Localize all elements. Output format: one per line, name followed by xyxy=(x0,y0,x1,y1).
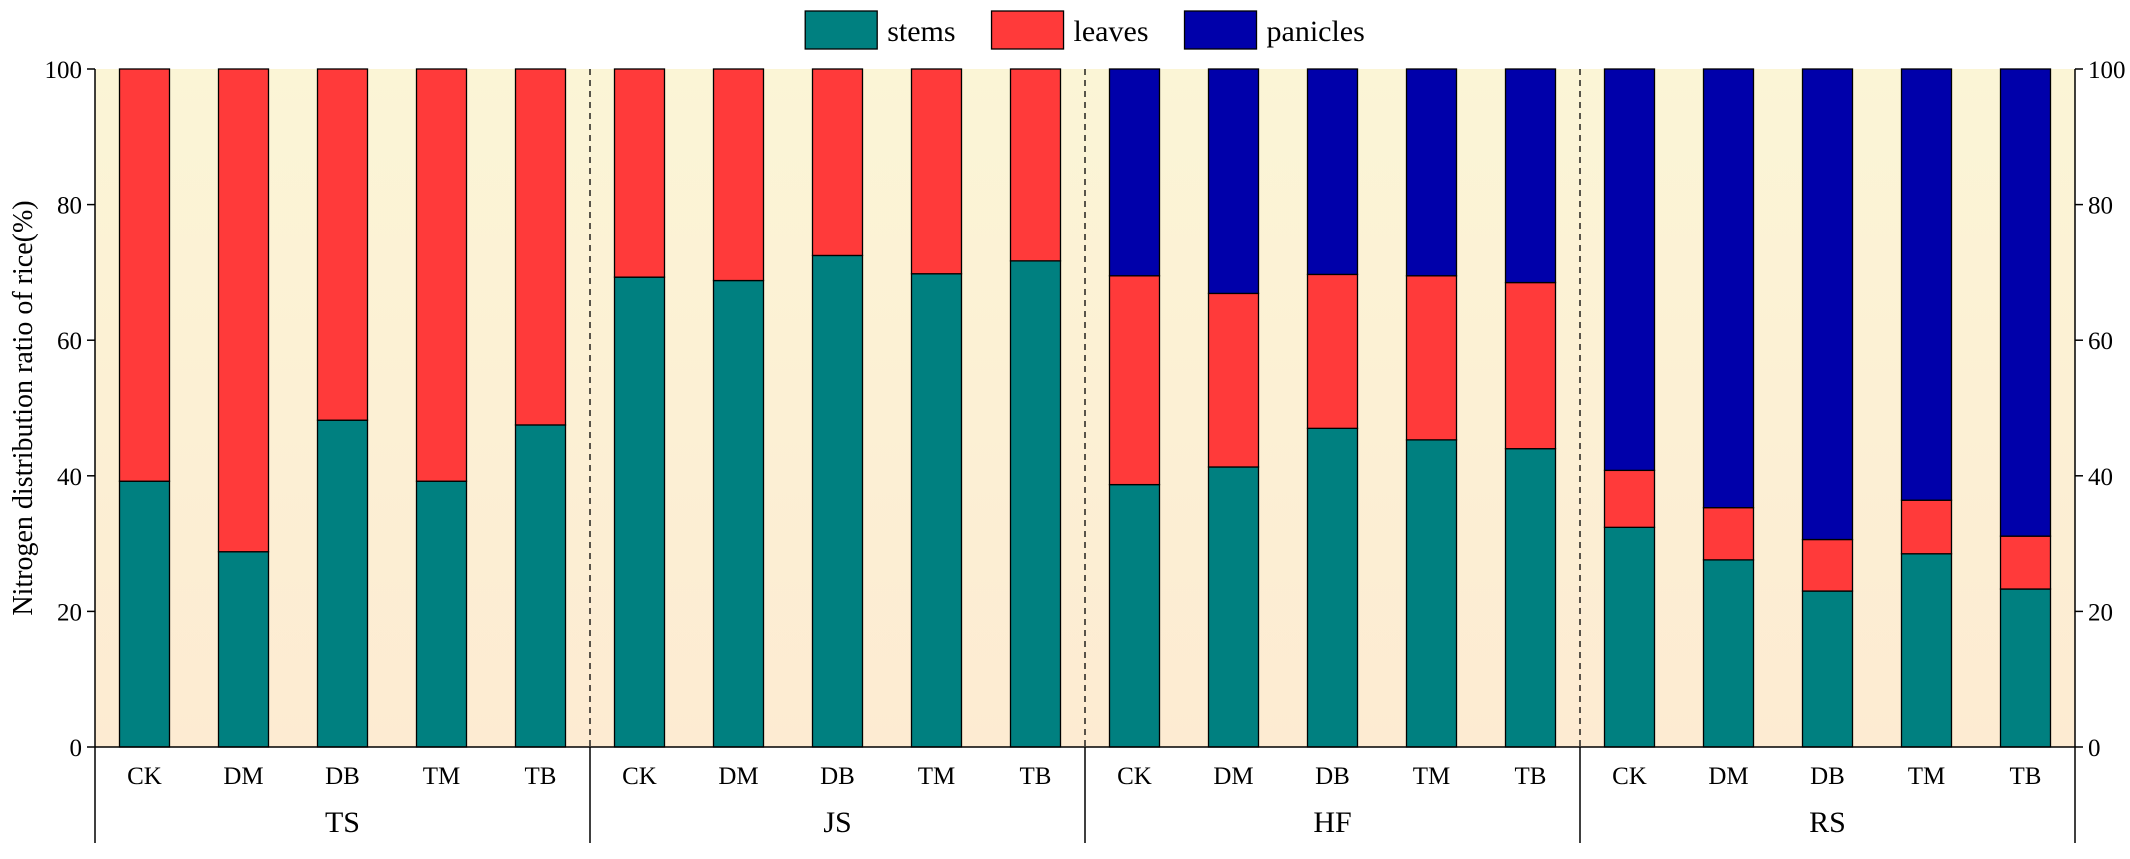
category-label-ts-tm: TM xyxy=(423,763,461,790)
bar-ts-db-leaves xyxy=(316,68,369,421)
bar-hf-db-stems xyxy=(1306,427,1359,748)
bar-hf-ck-leaves xyxy=(1108,275,1161,486)
legend-swatch-panicles xyxy=(1183,10,1258,50)
y-tick-label-right-80: 80 xyxy=(2088,193,2113,220)
bar-rs-tm-panicles xyxy=(1900,68,1953,501)
bar-ts-db-stems xyxy=(316,419,369,748)
bar-js-tm-stems xyxy=(910,273,963,748)
category-label-ts-db: DB xyxy=(325,763,360,790)
y-tick-label-left-20: 20 xyxy=(57,599,82,626)
category-label-hf-db: DB xyxy=(1315,763,1350,790)
category-label-rs-tb: TB xyxy=(2010,763,2042,790)
y-tick-label-left-0: 0 xyxy=(70,735,83,762)
category-label-hf-tb: TB xyxy=(1515,763,1547,790)
y-tick-label-right-40: 40 xyxy=(2088,464,2113,491)
y-tick-label-left-80: 80 xyxy=(57,193,82,220)
bar-rs-db-stems xyxy=(1801,590,1854,748)
bar-hf-db-leaves xyxy=(1306,273,1359,429)
bar-rs-db-panicles xyxy=(1801,68,1854,541)
category-label-js-ck: CK xyxy=(622,763,657,790)
legend-swatch-leaves xyxy=(990,10,1065,50)
y-tick-label-left-100: 100 xyxy=(45,57,83,84)
group-label-hf: HF xyxy=(1313,806,1351,839)
category-label-ts-dm: DM xyxy=(223,763,263,790)
group-label-js: JS xyxy=(823,806,851,839)
category-label-rs-dm: DM xyxy=(1708,763,1748,790)
bar-js-dm-leaves xyxy=(712,68,765,282)
axis-labels: CK DM DB TM TB TS CK DM DB TM TB JS CK DM DB TM TB HF CK DM… xyxy=(8,57,2126,839)
bar-js-tb-leaves xyxy=(1009,68,1062,262)
bar-ts-tb-leaves xyxy=(514,68,567,426)
legend-swatch-stems xyxy=(804,10,878,50)
bar-hf-ck-panicles xyxy=(1108,68,1161,277)
bar-rs-tb-stems xyxy=(1999,588,2052,748)
bar-rs-ck-stems xyxy=(1603,526,1656,748)
bar-hf-dm-leaves xyxy=(1207,292,1260,468)
bar-js-db-leaves xyxy=(811,68,864,257)
category-label-hf-tm: TM xyxy=(1413,763,1451,790)
bars xyxy=(118,68,2052,748)
category-label-rs-db: DB xyxy=(1810,763,1845,790)
category-label-js-tm: TM xyxy=(918,763,956,790)
legend: stems leaves panicles xyxy=(804,10,1365,50)
bar-rs-tm-stems xyxy=(1900,553,1953,748)
bar-ts-tm-stems xyxy=(415,480,468,748)
group-separators xyxy=(94,69,2076,843)
y-tick-label-left-60: 60 xyxy=(57,328,82,355)
category-label-ts-ck: CK xyxy=(127,763,162,790)
bar-js-tb-stems xyxy=(1009,260,1062,748)
y-tick-label-right-100: 100 xyxy=(2088,57,2126,84)
y-axis-title: Nitrogen distribution ratio of rice(%) xyxy=(8,200,39,615)
bar-ts-ck-leaves xyxy=(118,68,171,482)
bar-js-ck-stems xyxy=(613,276,666,748)
category-label-ts-tb: TB xyxy=(525,763,557,790)
bar-hf-dm-stems xyxy=(1207,466,1260,748)
y-tick-label-right-0: 0 xyxy=(2088,735,2101,762)
bar-rs-tm-leaves xyxy=(1900,499,1953,555)
category-label-hf-ck: CK xyxy=(1117,763,1152,790)
legend-label-leaves: leaves xyxy=(1074,15,1149,48)
legend-label-panicles: panicles xyxy=(1267,15,1365,48)
bar-hf-tb-stems xyxy=(1504,448,1557,748)
bar-hf-tm-panicles xyxy=(1405,68,1458,277)
bar-hf-db-panicles xyxy=(1306,68,1359,276)
bar-rs-tb-panicles xyxy=(1999,68,2052,537)
bar-ts-dm-leaves xyxy=(217,68,270,553)
group-label-rs: RS xyxy=(1809,806,1846,839)
category-label-js-tb: TB xyxy=(1020,763,1052,790)
bar-ts-dm-stems xyxy=(217,551,270,748)
bar-ts-ck-stems xyxy=(118,480,171,748)
bar-rs-dm-stems xyxy=(1702,559,1755,748)
bar-hf-tm-leaves xyxy=(1405,275,1458,441)
bar-ts-tm-leaves xyxy=(415,68,468,482)
group-label-ts: TS xyxy=(325,806,360,839)
bar-js-dm-stems xyxy=(712,279,765,748)
bar-ts-tb-stems xyxy=(514,424,567,748)
y-tick-label-left-40: 40 xyxy=(57,464,82,491)
bar-hf-ck-stems xyxy=(1108,483,1161,748)
category-label-rs-tm: TM xyxy=(1908,763,1946,790)
bar-rs-dm-leaves xyxy=(1702,507,1755,561)
category-label-rs-ck: CK xyxy=(1612,763,1647,790)
bar-js-tm-leaves xyxy=(910,68,963,275)
bar-hf-tb-leaves xyxy=(1504,281,1557,450)
y-tick-label-right-20: 20 xyxy=(2088,599,2113,626)
bar-rs-tb-leaves xyxy=(1999,535,2052,590)
bar-hf-tb-panicles xyxy=(1504,68,1557,284)
bar-rs-ck-leaves xyxy=(1603,469,1656,528)
category-label-hf-dm: DM xyxy=(1213,763,1253,790)
axes xyxy=(87,68,2083,748)
bar-hf-dm-panicles xyxy=(1207,68,1260,295)
y-tick-label-right-60: 60 xyxy=(2088,328,2113,355)
bar-rs-dm-panicles xyxy=(1702,68,1755,509)
bar-hf-tm-stems xyxy=(1405,439,1458,748)
legend-label-stems: stems xyxy=(887,15,955,48)
bar-js-db-stems xyxy=(811,254,864,748)
bar-js-ck-leaves xyxy=(613,68,666,278)
category-label-js-db: DB xyxy=(820,763,855,790)
bar-rs-ck-panicles xyxy=(1603,68,1656,472)
bar-rs-db-leaves xyxy=(1801,538,1854,592)
category-label-js-dm: DM xyxy=(718,763,758,790)
